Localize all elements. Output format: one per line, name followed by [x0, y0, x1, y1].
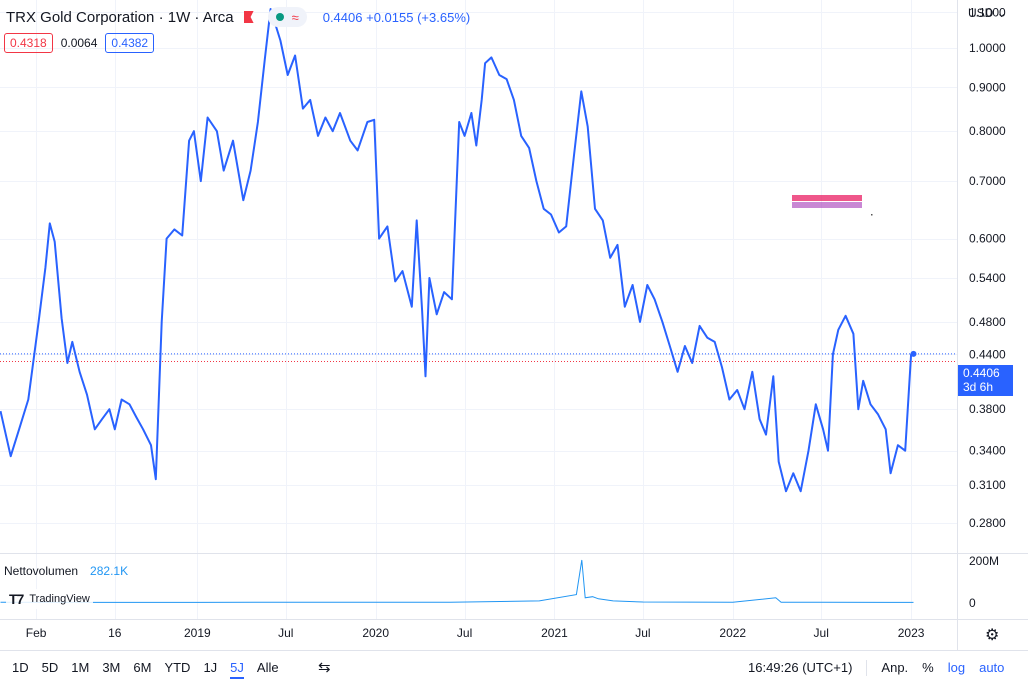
- bar-countdown: 3d 6h: [963, 380, 994, 394]
- price-tick-label: 0.3100: [969, 478, 1006, 492]
- price-series[interactable]: [0, 8, 914, 493]
- time-tick-label: 2019: [184, 626, 211, 640]
- last-price-tag-value: 0.4406: [963, 366, 1000, 380]
- price-axis-labels[interactable]: 1.1000 1.0000 0.9000 0.8000 0.7000 0.6000 0.54…: [969, 5, 1006, 530]
- price-tick-label: 0.8000: [969, 124, 1006, 138]
- gridlines: [0, 0, 957, 619]
- price-tick-label: 0.4800: [969, 315, 1006, 329]
- overlapping-annotation: [792, 195, 873, 216]
- range-button-alle[interactable]: Alle: [256, 660, 279, 675]
- log-scale-button[interactable]: log: [947, 660, 966, 675]
- time-tick-label: Jul: [457, 626, 472, 640]
- volume-tick-label: 200M: [969, 554, 999, 568]
- range-button-1m[interactable]: 1M: [71, 660, 90, 675]
- wave-icon: ≈: [291, 9, 299, 25]
- time-tick-label: 2022: [719, 626, 746, 640]
- range-button-6m[interactable]: 6M: [133, 660, 152, 675]
- price-tick-label: 1.0000: [969, 41, 1006, 55]
- range-button-ytd[interactable]: YTD: [164, 660, 191, 675]
- range-button-5j[interactable]: 5J: [230, 660, 244, 679]
- tradingview-name: TradingView: [29, 593, 90, 605]
- percent-button[interactable]: %: [922, 660, 934, 675]
- scale-controls: 16:49:26 (UTC+1) Anp. % log auto: [748, 660, 1018, 676]
- date-range-icon[interactable]: ⇆: [318, 659, 331, 676]
- time-tick-label: Feb: [26, 626, 47, 640]
- chart[interactable]: 1.1000 1.0000 0.9000 0.8000 0.7000 0.6000 0.54…: [0, 0, 1028, 650]
- range-button-5d[interactable]: 5D: [41, 660, 59, 675]
- divider: [866, 660, 868, 676]
- quote-summary: 0.4406 +0.0155 (+3.65%): [323, 10, 471, 25]
- adjust-button[interactable]: Anp.: [881, 660, 909, 675]
- range-button-3m[interactable]: 3M: [102, 660, 121, 675]
- flag-icon[interactable]: [243, 11, 254, 23]
- range-button-1d[interactable]: 1D: [12, 660, 29, 675]
- gear-icon[interactable]: ⚙: [985, 627, 1000, 644]
- price-tick-label: 0.3400: [969, 444, 1006, 458]
- price-change: +0.0155: [366, 9, 414, 25]
- time-axis-labels[interactable]: Feb 16 2019 Jul 2020 Jul 2021 Jul 2022 Jul 2023: [26, 626, 925, 640]
- range-button-1j[interactable]: 1J: [203, 660, 218, 675]
- price-tick-label: 0.9000: [969, 80, 1006, 94]
- spread-value: 0.0064: [60, 36, 98, 50]
- price-tick-label: 0.6000: [969, 232, 1006, 246]
- time-tick-label: 2023: [898, 626, 925, 640]
- symbol-header: TRX Gold Corporation · 1W · Arca ≈ 0.440…: [6, 6, 470, 28]
- volume-title: Nettovolumen: [4, 564, 79, 578]
- tradingview-logo[interactable]: T7 TradingView: [6, 589, 93, 609]
- market-open-dot-icon: [275, 13, 284, 21]
- price-tick-label: 1.1000: [969, 5, 1006, 19]
- volume-series: [0, 559, 914, 603]
- currency-selector[interactable]: USD ⌄: [968, 6, 1007, 20]
- bottom-toolbar: 1D 5D 1M 3M 6M YTD 1J 5J Alle ⇆ 16:49:26 (UTC+1)…: [0, 650, 1028, 683]
- chevron-down-icon: ⌄: [993, 6, 1007, 20]
- currency-label: USD: [968, 6, 994, 20]
- symbol-title[interactable]: TRX Gold Corporation · 1W · Arca: [6, 8, 234, 26]
- volume-legend[interactable]: Nettovolumen 282.1K: [4, 564, 128, 578]
- time-tick-label: 16: [108, 626, 122, 640]
- price-change-pct: (+3.65%): [417, 9, 471, 25]
- time-tick-label: Jul: [278, 626, 293, 640]
- time-tick-label: 2021: [541, 626, 568, 640]
- volume-value: 282.1K: [90, 564, 129, 578]
- price-tick-label: 0.2800: [969, 516, 1006, 530]
- time-tick-label: Jul: [635, 626, 650, 640]
- volume-axis-labels: 200M 0: [969, 554, 999, 610]
- volume-tick-label: 0: [969, 596, 976, 610]
- price-tick-label: 0.3800: [969, 402, 1006, 416]
- tradingview-icon: T7: [9, 591, 24, 607]
- range-buttons: 1D 5D 1M 3M 6M YTD 1J 5J Alle: [12, 660, 292, 679]
- last-price: 0.4406: [322, 9, 363, 25]
- ask-box[interactable]: 0.4382: [105, 33, 155, 53]
- price-tick-label: 0.4400: [969, 347, 1006, 361]
- price-tick-label: 0.7000: [969, 174, 1006, 188]
- time-tick-label: Jul: [814, 626, 829, 640]
- last-price-dot: [910, 350, 917, 357]
- time-tick-label: 2020: [362, 626, 389, 640]
- auto-scale-button[interactable]: auto: [979, 660, 1005, 675]
- last-price-tag: 0.4406 3d 6h: [958, 365, 1013, 396]
- bid-box[interactable]: 0.4318: [4, 33, 53, 53]
- price-tick-label: 0.5400: [969, 271, 1006, 285]
- clock-readout[interactable]: 16:49:26 (UTC+1): [748, 660, 853, 675]
- status-pill[interactable]: ≈: [267, 7, 307, 27]
- bid-ask-row: 0.4318 0.0064 0.4382: [4, 33, 155, 53]
